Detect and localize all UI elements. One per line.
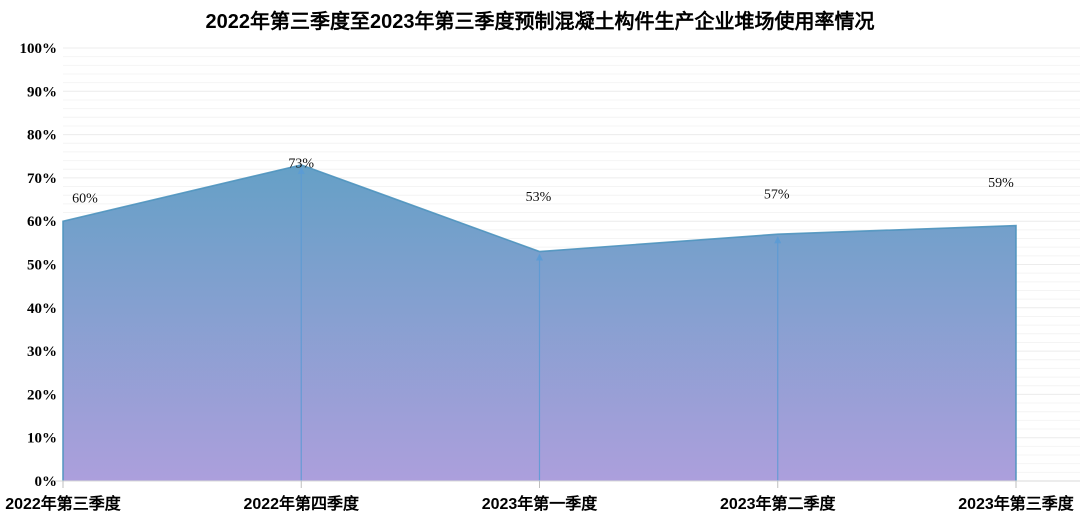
x-axis-label: 2023年第二季度	[720, 494, 837, 513]
data-label: 57%	[764, 188, 790, 203]
drop-line-arrow	[774, 236, 782, 244]
y-axis-label: 20%	[27, 387, 57, 403]
y-axis-label: 0%	[35, 474, 58, 490]
y-axis-label: 60%	[27, 214, 57, 230]
y-axis-label: 10%	[27, 431, 57, 447]
y-axis-label: 40%	[27, 301, 57, 317]
data-label: 53%	[526, 190, 552, 205]
y-axis-label: 100%	[20, 41, 58, 57]
y-axis-label: 30%	[27, 344, 57, 360]
y-axis-label: 90%	[27, 84, 57, 100]
y-axis-label: 80%	[27, 128, 57, 144]
x-axis-label: 2022年第三季度	[5, 494, 122, 513]
drop-line-arrow	[536, 253, 543, 261]
area-border-line	[62, 164, 1017, 481]
data-label: 59%	[988, 176, 1014, 191]
x-axis-label: 2023年第三季度	[958, 494, 1075, 513]
y-axis-label: 70%	[27, 171, 57, 187]
data-label: 73%	[288, 156, 314, 171]
chart-title: 2022年第三季度至2023年第三季度预制混凝土构件生产企业堆场使用率情况	[205, 11, 875, 33]
data-label: 60%	[72, 192, 98, 207]
y-axis-label: 50%	[27, 258, 57, 274]
x-axis-label: 2023年第一季度	[482, 494, 599, 513]
x-axis-label: 2022年第四季度	[243, 494, 360, 513]
drop-line-arrow	[297, 166, 305, 174]
